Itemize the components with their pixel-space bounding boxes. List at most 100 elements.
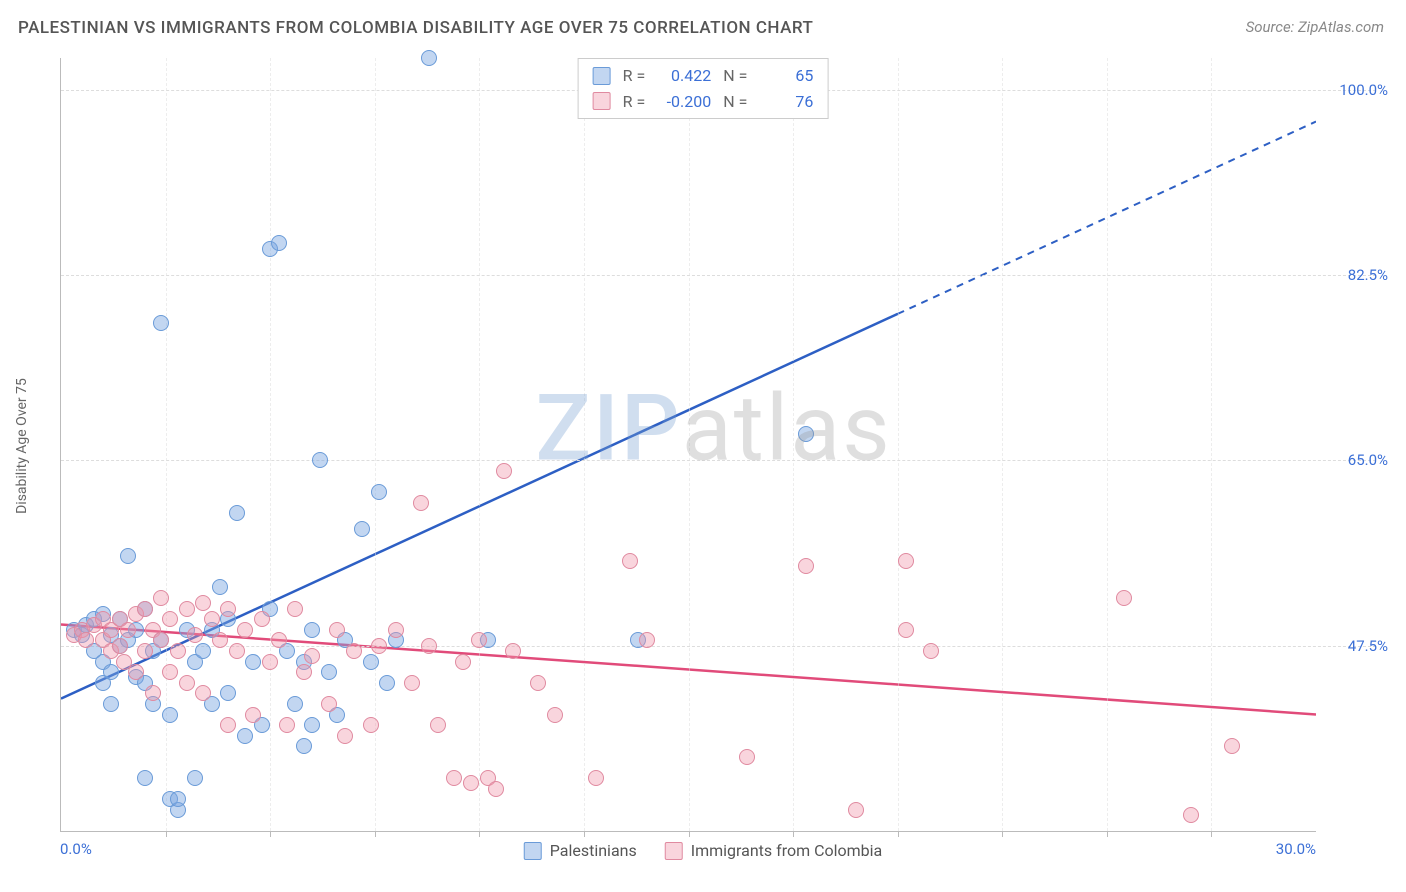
gridline	[1107, 58, 1108, 831]
data-point	[112, 638, 128, 654]
data-point	[354, 521, 370, 537]
data-point	[923, 643, 939, 659]
data-point	[296, 738, 312, 754]
data-point	[187, 770, 203, 786]
data-point	[304, 648, 320, 664]
data-point	[379, 675, 395, 691]
x-tick	[793, 831, 794, 837]
x-tick	[1211, 831, 1212, 837]
gridline	[584, 58, 585, 831]
data-point	[220, 601, 236, 617]
data-point	[455, 654, 471, 670]
data-point	[547, 707, 563, 723]
plot-area: ZIPatlas 47.5%65.0%82.5%100.0%	[60, 58, 1316, 832]
data-point	[212, 632, 228, 648]
data-point	[463, 775, 479, 791]
legend-item: Immigrants from Colombia	[665, 841, 883, 860]
x-tick	[1107, 831, 1108, 837]
data-point	[413, 495, 429, 511]
data-point	[329, 622, 345, 638]
x-tick	[270, 831, 271, 837]
chart-title: PALESTINIAN VS IMMIGRANTS FROM COLOMBIA …	[18, 18, 813, 38]
data-point	[120, 548, 136, 564]
source-credit: Source: ZipAtlas.com	[1246, 18, 1384, 36]
data-point	[363, 717, 379, 733]
data-point	[304, 717, 320, 733]
data-point	[170, 791, 186, 807]
stats-row: R = -0.200 N = 76	[593, 89, 814, 115]
data-point	[279, 717, 295, 733]
data-point	[446, 770, 462, 786]
stats-legend-box: R = 0.422 N = 65 R = -0.200 N = 76	[578, 58, 829, 119]
gridline	[1211, 58, 1212, 831]
data-point	[346, 643, 362, 659]
gridline	[689, 58, 690, 831]
stats-row: R = 0.422 N = 65	[593, 63, 814, 89]
data-point	[229, 505, 245, 521]
gridline	[1002, 58, 1003, 831]
data-point	[496, 463, 512, 479]
data-point	[321, 696, 337, 712]
data-point	[898, 622, 914, 638]
x-tick	[898, 831, 899, 837]
data-point	[137, 770, 153, 786]
data-point	[371, 484, 387, 500]
data-point	[798, 558, 814, 574]
data-point	[421, 638, 437, 654]
watermark: ZIPatlas	[535, 376, 891, 483]
data-point	[287, 696, 303, 712]
data-point	[1224, 738, 1240, 754]
gridline	[793, 58, 794, 831]
data-point	[103, 696, 119, 712]
data-point	[254, 611, 270, 627]
data-point	[137, 601, 153, 617]
series-swatch	[524, 842, 542, 860]
data-point	[312, 452, 328, 468]
data-point	[304, 622, 320, 638]
legend-item: Palestinians	[524, 841, 637, 860]
data-point	[388, 622, 404, 638]
y-axis-label: Disability Age Over 75	[14, 378, 30, 514]
y-tick-label: 65.0%	[1348, 451, 1388, 469]
series-swatch	[665, 842, 683, 860]
data-point	[229, 643, 245, 659]
data-point	[162, 611, 178, 627]
data-point	[639, 632, 655, 648]
data-point	[220, 685, 236, 701]
data-point	[195, 643, 211, 659]
gridline	[375, 58, 376, 831]
data-point	[1183, 807, 1199, 823]
data-point	[404, 675, 420, 691]
data-point	[245, 707, 261, 723]
data-point	[739, 749, 755, 765]
data-point	[530, 675, 546, 691]
data-point	[471, 632, 487, 648]
data-point	[179, 675, 195, 691]
gridline	[479, 58, 480, 831]
data-point	[245, 654, 261, 670]
data-point	[128, 664, 144, 680]
series-swatch	[593, 67, 611, 85]
data-point	[271, 632, 287, 648]
gridline	[898, 58, 899, 831]
data-point	[321, 664, 337, 680]
gridline	[61, 646, 1376, 647]
gridline	[61, 275, 1376, 276]
data-point	[220, 717, 236, 733]
data-point	[363, 654, 379, 670]
x-tick	[166, 831, 167, 837]
data-point	[296, 664, 312, 680]
data-point	[162, 664, 178, 680]
data-point	[162, 707, 178, 723]
data-point	[179, 601, 195, 617]
data-point	[195, 685, 211, 701]
data-point	[204, 611, 220, 627]
data-point	[798, 426, 814, 442]
data-point	[237, 728, 253, 744]
x-tick	[584, 831, 585, 837]
series-swatch	[593, 92, 611, 110]
data-point	[505, 643, 521, 659]
data-point	[271, 235, 287, 251]
data-point	[145, 685, 161, 701]
data-point	[848, 802, 864, 818]
